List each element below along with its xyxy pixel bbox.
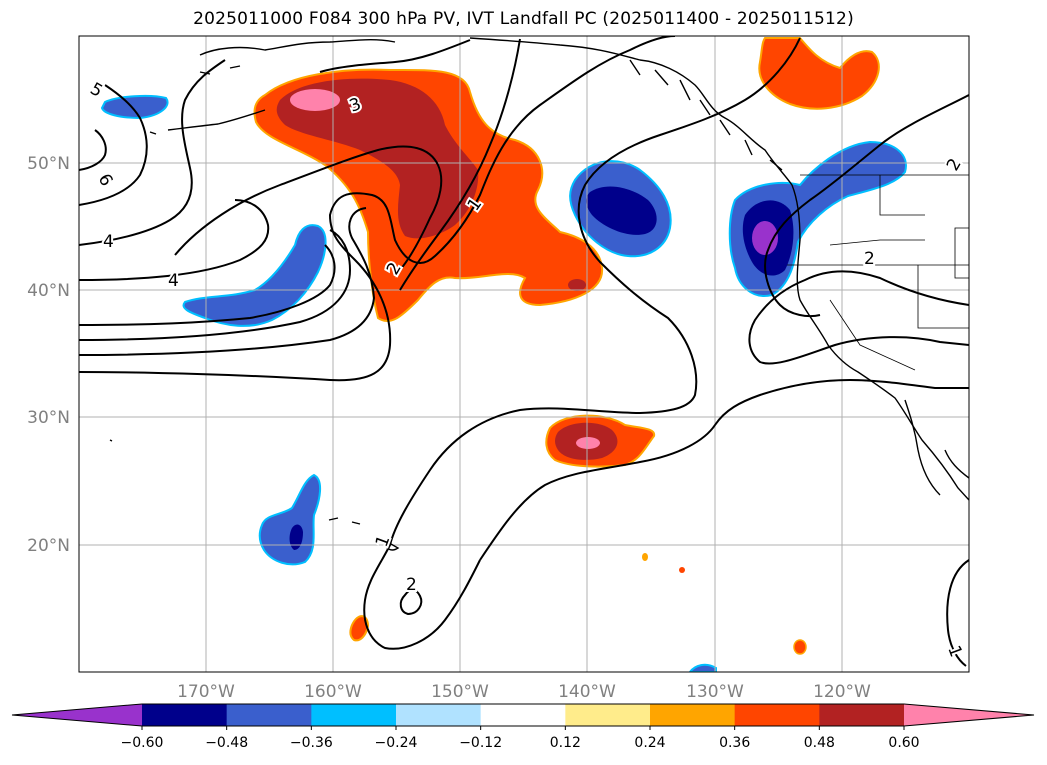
map-panel: 5 6 4 4 3 2 1 2 2 1 1 2 <box>79 36 969 672</box>
latitude-labels: 20°N 30°N 40°N 50°N <box>27 154 70 556</box>
colorbar-tick-label: 0.12 <box>550 735 581 751</box>
colorbar-segment <box>819 704 905 726</box>
positive-anomaly-main-dark <box>276 78 479 239</box>
colorbar-extend-low <box>12 704 142 726</box>
lon-label-160w: 160°W <box>304 682 362 702</box>
colorbar-segment <box>396 704 482 726</box>
colorbar-segment <box>565 704 651 726</box>
negative-anomaly-southwest-core <box>289 524 303 550</box>
colorbar-segment <box>311 704 397 726</box>
colorbar-tick-label: 0.48 <box>804 735 835 751</box>
negative-anomaly-far-west <box>100 94 169 120</box>
pv-contours <box>79 36 969 667</box>
lon-label-130w: 130°W <box>686 682 744 702</box>
lat-label-40n: 40°N <box>27 281 70 301</box>
map-border <box>78 35 970 673</box>
positive-anomaly-peak-north <box>290 89 340 111</box>
colorbar-tick-label: −0.48 <box>205 735 248 751</box>
colorbar-extend-high <box>904 704 1034 726</box>
colorbar-tick-label: 0.24 <box>634 735 665 751</box>
lon-label-150w: 150°W <box>431 682 489 702</box>
colorbar-tick-label: −0.60 <box>121 735 164 751</box>
contour-label: 4 <box>168 271 179 291</box>
colorbar-segment <box>650 704 736 726</box>
lon-label-170w: 170°W <box>177 682 235 702</box>
negative-blob-south <box>688 663 717 672</box>
political-borders <box>787 174 969 371</box>
lat-label-30n: 30°N <box>27 408 70 428</box>
coastlines <box>109 37 969 551</box>
colorbar-tick-label: −0.24 <box>375 735 418 751</box>
negative-anomaly-southwest <box>258 473 321 566</box>
lon-label-120w: 120°W <box>813 682 871 702</box>
positive-blob-east <box>793 639 807 655</box>
colorbar-segment <box>226 704 312 726</box>
contour-label: 4 <box>103 232 114 252</box>
negative-anomaly-coastal-peak <box>752 221 778 255</box>
colorbar-segment <box>734 704 820 726</box>
positive-blob-hawaii <box>349 615 370 642</box>
positive-blob-dot-a <box>642 553 648 561</box>
positive-anomaly-subtropical-peak <box>576 437 600 449</box>
colorbar-segment <box>480 704 566 726</box>
lon-label-140w: 140°W <box>558 682 616 702</box>
colorbar: −0.60 −0.48 −0.36 −0.24 −0.12 0.12 0.24 0.36 0.4… <box>11 703 1035 751</box>
grid-lines <box>79 36 969 672</box>
positive-blob-dot-c <box>568 279 586 291</box>
positive-blob-dot-b <box>679 567 685 573</box>
negative-anomaly-central-core <box>586 186 657 235</box>
colorbar-tick-label: −0.36 <box>290 735 333 751</box>
lat-label-50n: 50°N <box>27 154 70 174</box>
colorbar-tick-label: −0.12 <box>459 735 502 751</box>
colorbar-tick-label: 0.36 <box>719 735 750 751</box>
contour-label: 2 <box>864 249 875 269</box>
contour-label: 2 <box>406 575 417 595</box>
longitude-labels: 170°W 160°W 150°W 140°W 130°W 120°W <box>177 682 871 702</box>
colorbar-segment <box>142 704 228 726</box>
colorbar-tick-label: 0.60 <box>888 735 919 751</box>
map-title: 2025011000 F084 300 hPa PV, IVT Landfall… <box>193 9 854 29</box>
lat-label-20n: 20°N <box>27 536 70 556</box>
